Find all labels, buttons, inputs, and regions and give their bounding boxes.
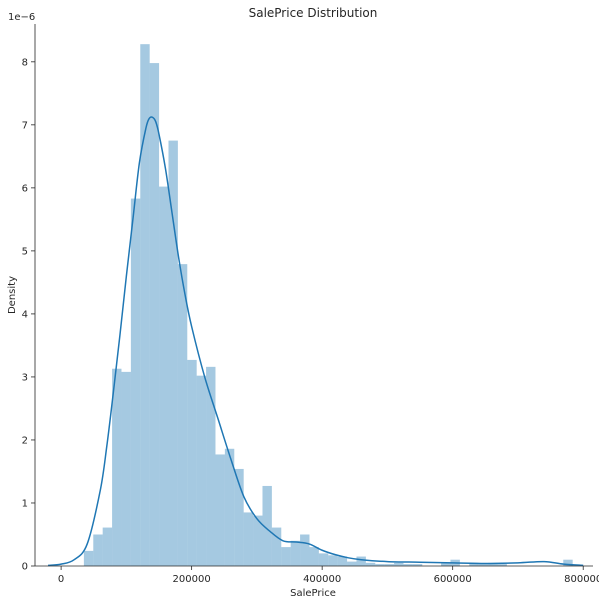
histogram-bar: [83, 550, 94, 566]
histogram-bar: [130, 198, 141, 567]
histogram-bar: [112, 368, 122, 566]
histogram-bar: [356, 556, 366, 566]
histogram-bar: [394, 562, 404, 566]
histogram-bar: [262, 485, 272, 566]
histogram-bar: [478, 564, 489, 566]
kde-curve: [47, 116, 584, 567]
histogram-bar: [497, 564, 507, 566]
histogram-bar: [206, 366, 216, 566]
histogram-bar: [328, 555, 338, 566]
y-tick-label: 6: [22, 183, 28, 194]
histogram-bar: [234, 468, 244, 566]
chart-title: SalePrice Distribution: [249, 6, 378, 20]
histogram-bar: [563, 559, 573, 566]
x-tick-label: 0: [58, 574, 64, 585]
histogram-bar: [215, 454, 225, 566]
histogram-bar: [365, 562, 376, 566]
y-tick-label: 8: [22, 57, 28, 68]
histogram-bar: [102, 527, 113, 566]
histogram-bar: [140, 44, 150, 567]
x-tick-label: 800000: [564, 574, 599, 585]
histogram-bar: [224, 448, 235, 566]
y-tick-label: 7: [22, 120, 28, 131]
histogram-bar: [300, 534, 310, 566]
histogram-bar: [93, 534, 103, 566]
histogram-bar: [177, 264, 188, 566]
x-tick-label: 200000: [173, 574, 211, 585]
histogram-bar: [168, 140, 178, 566]
y-offset-label: 1e−6: [8, 12, 35, 23]
histogram-bars: [83, 44, 573, 567]
x-tick-label: 400000: [303, 574, 341, 585]
histogram-bar: [347, 561, 357, 566]
histogram-bar: [488, 562, 498, 566]
x-axis-ticks: 0 200000 400000 600000 800000: [58, 566, 599, 585]
y-tick-label: 2: [22, 435, 28, 446]
histogram-bar: [243, 512, 254, 566]
histogram-bar: [121, 371, 131, 566]
histogram-bar: [337, 556, 348, 566]
y-axis-label: Density: [7, 276, 18, 314]
y-tick-label: 1: [22, 498, 28, 509]
y-tick-label: 3: [22, 372, 28, 383]
histogram-bar: [253, 515, 263, 566]
histogram-bar: [441, 562, 451, 566]
histogram-bar: [290, 540, 301, 566]
histogram-bar: [412, 564, 423, 566]
histogram-bar: [196, 375, 207, 566]
histogram-bar: [309, 547, 319, 566]
x-axis-label: SalePrice: [290, 588, 336, 599]
histogram-bar: [318, 553, 329, 566]
y-axis-ticks: 0 1 2 3 4 5 6 7 8: [22, 57, 35, 573]
histogram-bar: [469, 562, 479, 566]
histogram-bar: [149, 63, 160, 567]
histogram-bar: [403, 564, 413, 566]
histogram-bar: [281, 547, 291, 566]
histogram-bar: [271, 527, 282, 566]
y-tick-label: 5: [22, 246, 28, 257]
x-tick-label: 600000: [434, 574, 472, 585]
histogram-bar: [384, 564, 395, 566]
histogram-bar: [375, 564, 385, 566]
y-tick-label: 0: [22, 562, 28, 573]
histogram-bar: [159, 186, 169, 566]
y-tick-label: 4: [22, 309, 28, 320]
histogram-bar: [187, 359, 197, 566]
